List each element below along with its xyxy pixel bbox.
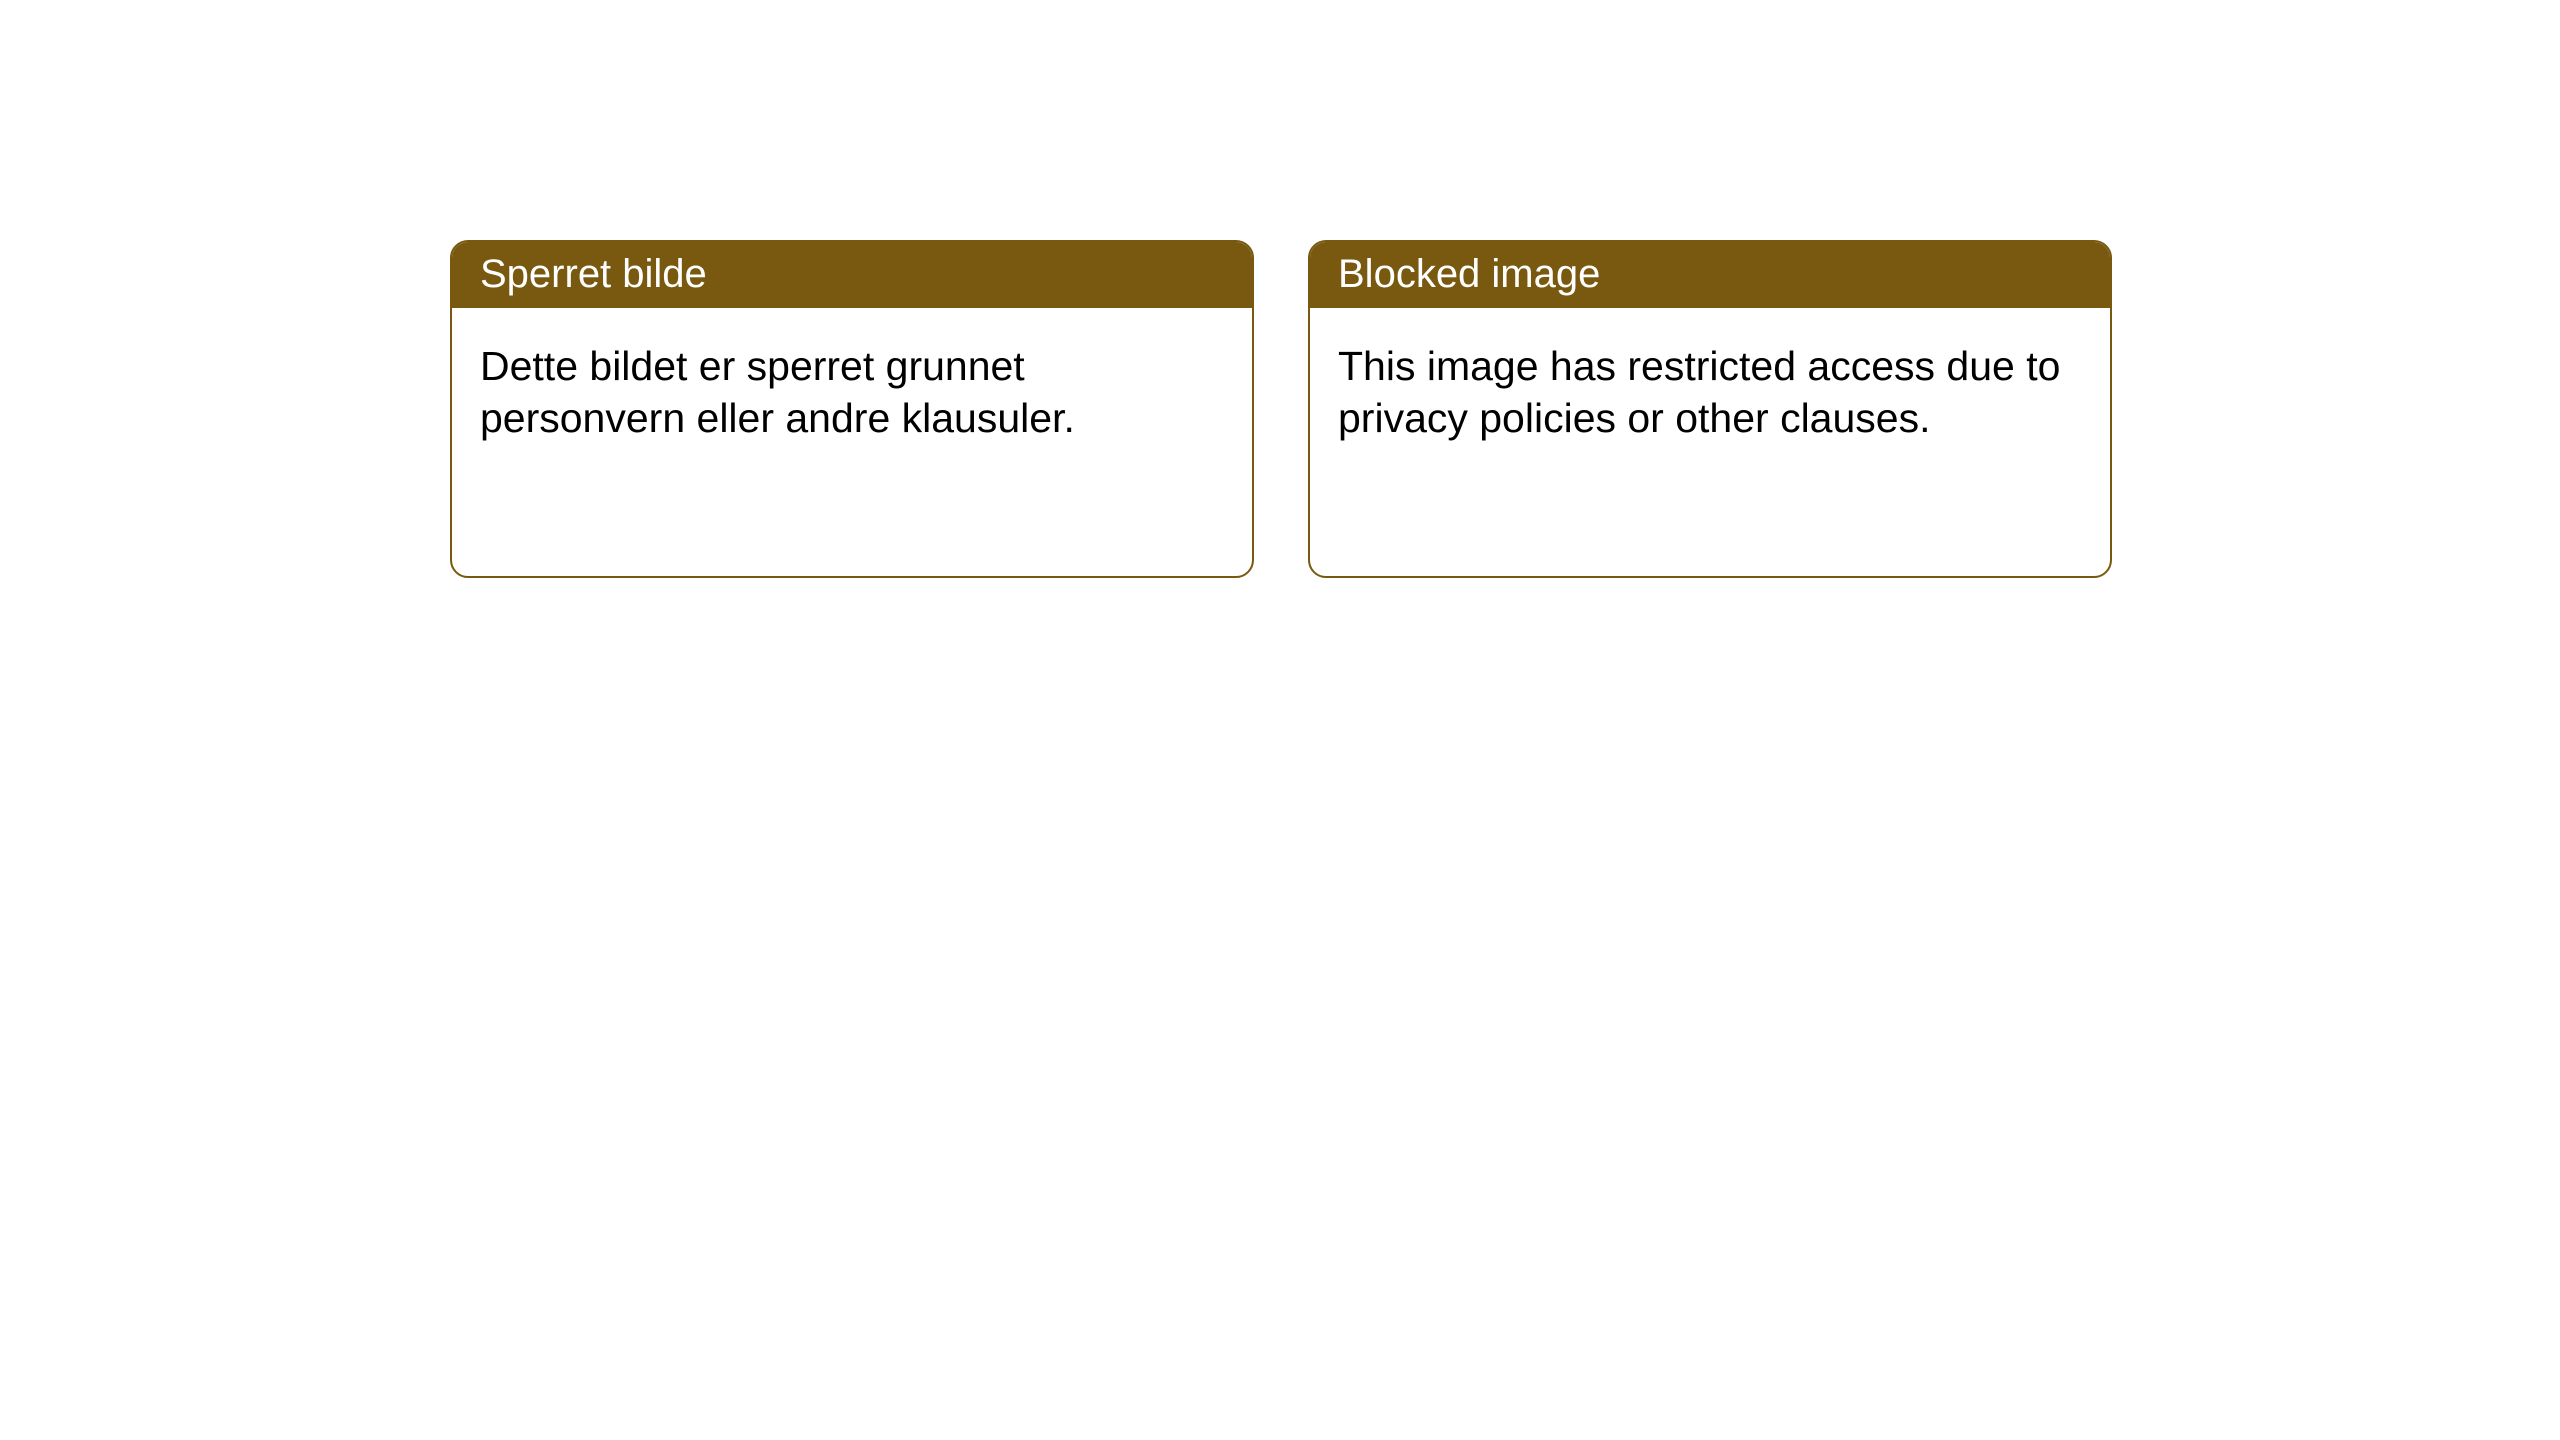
card-message: This image has restricted access due to …	[1338, 343, 2060, 441]
notice-card-english: Blocked image This image has restricted …	[1308, 240, 2112, 578]
card-header: Blocked image	[1310, 242, 2110, 308]
notice-cards-container: Sperret bilde Dette bildet er sperret gr…	[0, 0, 2560, 578]
card-header: Sperret bilde	[452, 242, 1252, 308]
card-body: Dette bildet er sperret grunnet personve…	[452, 308, 1252, 473]
card-title: Sperret bilde	[480, 252, 707, 296]
notice-card-norwegian: Sperret bilde Dette bildet er sperret gr…	[450, 240, 1254, 578]
card-message: Dette bildet er sperret grunnet personve…	[480, 343, 1075, 441]
card-body: This image has restricted access due to …	[1310, 308, 2110, 473]
card-title: Blocked image	[1338, 252, 1600, 296]
